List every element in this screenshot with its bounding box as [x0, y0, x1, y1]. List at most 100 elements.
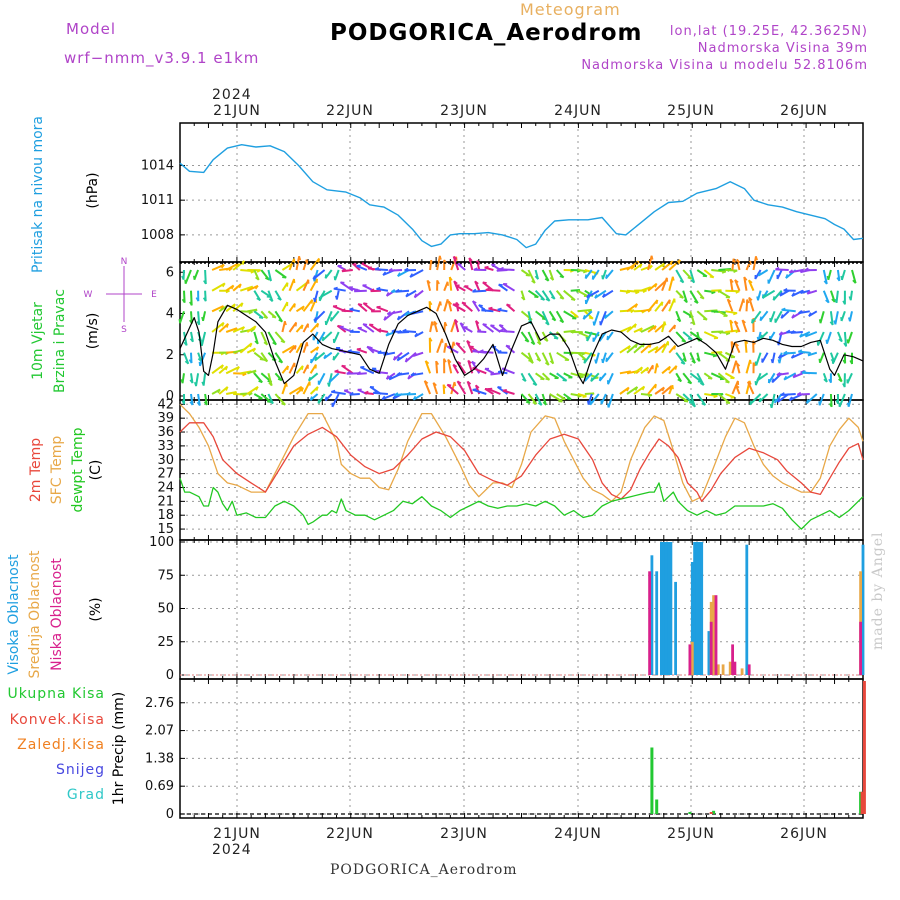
wind-arrow-head — [433, 320, 438, 325]
y-tick-label: 6 — [166, 265, 174, 280]
wind-arrow — [204, 393, 208, 406]
wind-arrow — [586, 331, 593, 342]
wind-arrow-head — [661, 301, 664, 306]
wind-arrow — [309, 393, 319, 401]
wind-arrow — [534, 290, 546, 301]
wind-arrow-head — [639, 327, 643, 332]
wind-arrow-head — [783, 288, 788, 292]
wind-arrow-head — [779, 291, 783, 297]
wind-arrow-head — [725, 401, 730, 405]
cloud-high-side-label: Visoka Oblacnost — [6, 554, 22, 675]
bottom-station-title: PODGORICA_Aerodrom — [330, 862, 518, 878]
wind-arrow-head — [431, 321, 435, 326]
wind-arrow — [274, 372, 283, 382]
wind-arrow-head — [436, 279, 440, 285]
wind-arrow-head — [293, 278, 296, 284]
wind-arrow-head — [756, 296, 759, 301]
wind-arrow-head — [655, 299, 659, 305]
wind-arrow-head — [258, 316, 264, 319]
wind-arrow-head — [796, 391, 802, 396]
wind-arrow-head — [758, 397, 762, 403]
wind-arrow-head — [602, 293, 606, 298]
wind-arrow-head — [334, 295, 338, 300]
wind-arrow-head — [606, 403, 610, 408]
wind-arrow-head — [687, 337, 693, 341]
wind-arrow-head — [256, 269, 261, 273]
wind-arrow-head — [679, 279, 684, 284]
cloud-low-side-label: Niska Oblacnost — [49, 558, 65, 671]
wind-arrow — [429, 260, 433, 271]
wind-arrow-head — [277, 378, 283, 382]
wind-arrow-head — [404, 357, 408, 363]
wind-arrow-head — [242, 260, 245, 265]
wind-arrow-head — [594, 359, 597, 364]
wind-arrow — [341, 309, 353, 313]
wind-arrow-head — [443, 358, 447, 363]
wind-arrow-head — [201, 316, 204, 322]
wind-arrow — [505, 344, 516, 354]
wind-arrow — [756, 290, 762, 301]
direction-west-label: W — [84, 290, 93, 300]
wind-arrow-head — [783, 375, 787, 381]
wind-arrow-head — [601, 275, 604, 280]
y-tick-label: 1014 — [141, 158, 174, 173]
wind-arrow — [589, 393, 600, 406]
y-tick-label: 21 — [157, 494, 174, 509]
wind-arrow-head — [642, 289, 647, 294]
wind-arrow — [633, 385, 645, 395]
cloud-bar — [861, 544, 865, 675]
wind-arrow — [376, 306, 389, 313]
wind-arrow — [783, 351, 796, 355]
wind-arrow-head — [184, 360, 189, 365]
wind-arrow — [675, 393, 689, 403]
wind-arrow-head — [676, 318, 681, 323]
wind-arrow-head — [202, 297, 207, 302]
precip-legend-label: Konvek.Kisa — [10, 712, 105, 728]
wind-arrow-head — [757, 271, 761, 277]
wind-arrow-head — [319, 293, 324, 298]
wind-arrow-head — [680, 361, 686, 365]
wind-arrow — [197, 311, 201, 325]
wind-arrow — [710, 372, 725, 381]
wind-arrow-head — [835, 399, 839, 405]
wind-arrow-head — [790, 354, 795, 359]
wind-arrow-head — [584, 274, 587, 279]
wind-arrow-head — [331, 389, 336, 393]
wind-arrow — [647, 346, 659, 354]
wind-arrow — [396, 372, 410, 376]
wind-arrow-head — [806, 290, 811, 295]
wind-arrow-head — [530, 341, 535, 346]
bottom-date-label: 22JUN — [326, 826, 374, 842]
wind-arrow-head — [189, 401, 194, 406]
wind-arrow — [267, 331, 277, 346]
wind-arrow — [520, 269, 531, 277]
wind-arrow — [771, 352, 776, 364]
wind-arrow-head — [828, 403, 833, 408]
cloud-bar — [650, 555, 654, 675]
wind-arrow — [218, 365, 228, 375]
wind-arrow-head — [255, 285, 259, 290]
precip-unit-label: 1hr Precip (mm) — [111, 692, 127, 805]
wind-arrow — [446, 345, 459, 354]
wind-arrow — [183, 290, 186, 303]
wind-arrow-head — [627, 345, 631, 350]
wind-arrow — [193, 269, 200, 281]
wind-arrow — [725, 289, 740, 293]
wind-arrow — [696, 290, 705, 300]
wind-arrow — [527, 352, 534, 364]
wind-arrow — [181, 373, 185, 384]
wind-arrow — [577, 331, 591, 339]
wind-arrow-head — [582, 395, 587, 399]
panel-frame — [179, 399, 864, 541]
wind-arrow — [661, 365, 671, 375]
wind-arrow — [426, 280, 432, 291]
wind-arrow — [253, 310, 264, 319]
wind-arrow-head — [333, 276, 336, 281]
precip-bar — [712, 810, 716, 814]
wind-arrow — [375, 268, 388, 271]
wind-arrow — [267, 373, 273, 386]
wind-arrow-head — [583, 270, 588, 274]
wind-arrow-head — [473, 267, 478, 271]
wind-arrow — [762, 289, 776, 299]
wind-arrow-head — [265, 277, 270, 281]
